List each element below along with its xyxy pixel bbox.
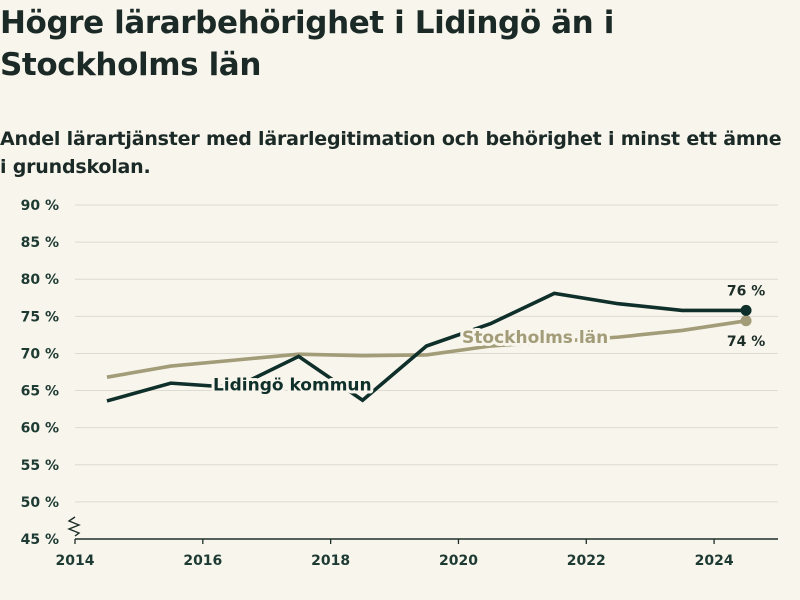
series-line-stockholm: [106, 319, 747, 379]
x-tick-label: 2016: [183, 553, 222, 569]
series-line-lidingo: [106, 291, 747, 403]
series-group: [106, 291, 752, 403]
label-group: Lidingö kommun Stockholms län 76 % 74 %: [210, 283, 765, 398]
axis-break-icon: [67, 516, 81, 537]
y-tick-label: 65 %: [21, 384, 59, 400]
y-tick-label: 50 %: [21, 495, 59, 511]
y-tick-label: 60 %: [21, 421, 59, 437]
x-tick-label: 2018: [311, 553, 350, 569]
y-tick-label: 90 %: [21, 198, 59, 214]
chart-title: Högre lärarbehörighet i Lidingö än i Sto…: [0, 5, 614, 83]
x-tick-label: 2014: [56, 553, 95, 569]
end-label-lidingo: 76 %: [727, 283, 765, 299]
series-label-stockholm: Stockholms län: [462, 328, 608, 348]
chart-subtitle: Andel lärartjänster med lärarlegitimatio…: [0, 128, 782, 178]
end-point-stockholm: [740, 315, 752, 327]
x-tick-label: 2022: [567, 553, 606, 569]
y-tick-label: 85 %: [21, 235, 59, 251]
x-axis: 2014 2016 2018 2020 2022 2024: [56, 516, 778, 569]
end-point-lidingo: [740, 304, 752, 316]
y-tick-label: 45 %: [21, 532, 59, 548]
y-axis: 45 % 50 % 55 % 60 % 65 % 70 % 75 % 80 % 85 % 90 %: [21, 198, 59, 548]
y-tick-label: 80 %: [21, 272, 59, 288]
end-label-stockholm: 74 %: [727, 334, 765, 350]
y-tick-label: 75 %: [21, 309, 59, 325]
y-tick-label: 55 %: [21, 458, 59, 474]
x-tick-label: 2024: [695, 553, 734, 569]
y-tick-label: 70 %: [21, 346, 59, 362]
x-tick-label: 2020: [439, 553, 478, 569]
series-label-lidingo: Lidingö kommun: [213, 376, 372, 396]
